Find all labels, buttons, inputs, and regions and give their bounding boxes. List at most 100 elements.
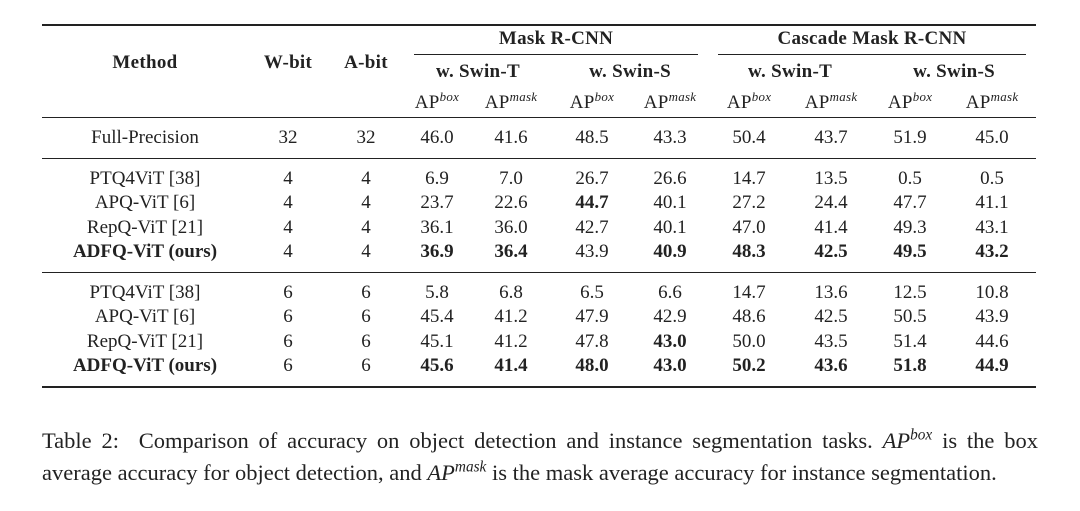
value-cell: 6.8 [499, 281, 523, 303]
metric-base: AP [804, 91, 830, 113]
value-cell: 24.4 [814, 192, 848, 214]
value-cell: 42.5 [814, 241, 848, 263]
value-cell: 6 [283, 330, 293, 352]
value-cell: 44.9 [975, 355, 1009, 377]
value-cell: 5.8 [425, 281, 449, 303]
value-cell: 41.1 [975, 192, 1009, 214]
metric-header: APmask [632, 88, 708, 118]
metric-header: APmask [948, 88, 1036, 118]
value-cell: 51.9 [893, 127, 927, 149]
group-header: Cascade Mask R-CNN [708, 25, 1036, 56]
value-cell: 6.9 [425, 167, 449, 189]
value-cell: 22.6 [494, 192, 528, 214]
value-cell: 49.5 [893, 241, 927, 263]
term-base: AP [882, 427, 911, 453]
value-cell: 43.3 [653, 127, 687, 149]
value-cell: 42.9 [653, 306, 687, 328]
value-cell: 41.4 [494, 355, 528, 377]
value-cell: 41.6 [494, 127, 528, 149]
value-cell: 50.5 [893, 306, 927, 328]
value-cell: 50.0 [732, 330, 766, 352]
value-cell: 14.7 [732, 167, 766, 189]
metric-sup: mask [990, 88, 1019, 104]
caption: Table 2: Comparison of accuracy on objec… [42, 425, 1038, 489]
value-cell: 41.2 [494, 306, 528, 328]
value-cell: 10.8 [975, 281, 1009, 303]
value-cell: 41.2 [494, 330, 528, 352]
value-cell: 6.5 [580, 281, 604, 303]
value-cell: 12.5 [893, 281, 927, 303]
value-cell: 47.8 [575, 330, 609, 352]
header-cell: W-bit [263, 52, 313, 73]
value-cell: 46.0 [420, 127, 454, 149]
value-cell: 45.6 [420, 355, 454, 377]
table-header: Method W-bit A-bit Mask R-CNN Cascade Mas… [42, 25, 1037, 118]
header-row: w. Swin-T w. Swin-S w. Swin-T w. Swin-S [42, 56, 1036, 88]
value-cell: 43.9 [575, 241, 609, 263]
header-cell: A-bit [344, 52, 388, 73]
backbone-header: w. Swin-S [589, 61, 671, 82]
caption-text: Comparison of accuracy on object detecti… [138, 427, 873, 453]
value-cell: 50.2 [732, 355, 766, 377]
metric-sup: mask [509, 88, 538, 104]
value-cell: 48.0 [575, 355, 609, 377]
value-cell: 36.1 [420, 216, 454, 238]
value-cell: 32 [278, 127, 298, 149]
value-cell: 13.6 [814, 281, 848, 303]
metric-header: APbox [404, 88, 470, 118]
metric-sup: box [751, 88, 772, 104]
metric-sup: box [912, 88, 933, 104]
table-row: RepQ-ViT [21] 4 4 36.1 36.0 42.7 40.1 47.0 41.4 4… [42, 216, 1036, 241]
value-cell: 41.4 [814, 216, 848, 238]
metric-base: AP [726, 91, 752, 113]
value-cell: 40.1 [653, 216, 687, 238]
metric-base: AP [484, 91, 510, 113]
metric-base: AP [643, 91, 669, 113]
metric-header: APmask [470, 88, 552, 118]
value-cell: 49.3 [893, 216, 927, 238]
caption-term: APbox [882, 426, 933, 453]
table-section: PTQ4ViT [38] 4 4 6.9 7.0 26.7 26.6 14.7 13.5 0.5 0… [42, 158, 1037, 272]
method-cell: PTQ4ViT [38] [89, 281, 201, 303]
value-cell: 36.9 [420, 241, 454, 263]
header-row: APbox APmask APbox APmask APbox APmask APbox AP… [42, 88, 1036, 118]
group-label: Cascade Mask R-CNN [718, 28, 1027, 55]
value-cell: 43.6 [814, 355, 848, 377]
metric-base: AP [569, 91, 595, 113]
table-row: ADFQ-ViT (ours) 6 6 45.6 41.4 48.0 43.0 50.2 43.… [42, 354, 1036, 387]
metric-header: APmask [790, 88, 872, 118]
value-cell: 4 [283, 241, 293, 263]
value-cell: 47.0 [732, 216, 766, 238]
value-cell: 6 [283, 281, 293, 303]
value-cell: 4 [361, 241, 371, 263]
backbone-header: w. Swin-T [748, 61, 833, 82]
table-row: Full-Precision 32 32 46.0 41.6 48.5 43.3 50.4 43… [42, 118, 1036, 159]
value-cell: 4 [361, 192, 371, 214]
value-cell: 23.7 [420, 192, 454, 214]
value-cell: 6 [361, 330, 371, 352]
value-cell: 51.8 [893, 355, 927, 377]
value-cell: 45.4 [420, 306, 454, 328]
method-cell: APQ-ViT [6] [94, 192, 196, 214]
table-section: PTQ4ViT [38] 6 6 5.8 6.8 6.5 6.6 14.7 13.6 12.5 10… [42, 272, 1037, 387]
value-cell: 4 [361, 167, 371, 189]
header-cell: Method [112, 52, 178, 73]
method-cell: PTQ4ViT [38] [89, 167, 201, 189]
value-cell: 0.5 [898, 167, 922, 189]
value-cell: 7.0 [499, 167, 523, 189]
value-cell: 45.1 [420, 330, 454, 352]
metric-header: APbox [708, 88, 790, 118]
value-cell: 48.3 [732, 241, 766, 263]
value-cell: 44.6 [975, 330, 1009, 352]
value-cell: 43.2 [975, 241, 1009, 263]
caption-text: is the box average accuracy for object d… [42, 427, 1039, 485]
header-row: Method W-bit A-bit Mask R-CNN Cascade Mas… [42, 25, 1036, 73]
value-cell: 4 [361, 216, 371, 238]
caption-term: APmask [427, 459, 486, 485]
value-cell: 4 [283, 192, 293, 214]
term-sup: box [910, 426, 933, 444]
value-cell: 6 [361, 281, 371, 303]
value-cell: 50.4 [732, 127, 766, 149]
value-cell: 43.0 [653, 330, 687, 352]
value-cell: 43.1 [975, 216, 1009, 238]
